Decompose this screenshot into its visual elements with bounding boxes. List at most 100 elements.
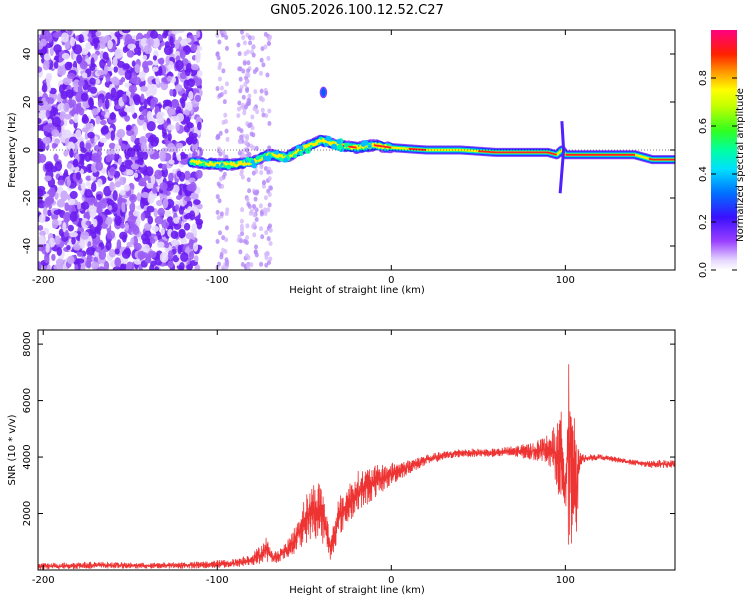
noise-blob bbox=[243, 51, 248, 57]
noise-blob bbox=[177, 244, 182, 255]
noise-blob bbox=[74, 264, 79, 270]
noise-blob bbox=[54, 161, 63, 172]
noise-blob bbox=[132, 235, 139, 247]
noise-blob bbox=[67, 224, 74, 232]
noise-blob bbox=[261, 112, 266, 118]
noise-blob bbox=[244, 253, 249, 259]
noise-blob bbox=[237, 100, 242, 106]
noise-blob bbox=[245, 235, 250, 241]
noise-blob bbox=[54, 138, 61, 145]
noise-blob bbox=[249, 208, 254, 214]
noise-blob bbox=[215, 194, 220, 200]
noise-blob bbox=[114, 143, 120, 155]
noise-blob bbox=[167, 260, 174, 269]
noise-blob bbox=[221, 235, 226, 241]
noise-blob bbox=[196, 203, 203, 210]
noise-blob bbox=[181, 93, 188, 102]
noise-blob bbox=[43, 60, 50, 66]
noise-blob bbox=[188, 177, 196, 184]
noise-blob bbox=[38, 66, 43, 73]
noise-blob bbox=[264, 230, 269, 236]
noise-blob bbox=[85, 247, 95, 257]
noise-blob bbox=[61, 52, 70, 60]
ridge-blob bbox=[201, 162, 206, 167]
noise-blob bbox=[268, 34, 273, 40]
noise-blob bbox=[217, 261, 222, 267]
noise-blob bbox=[110, 87, 117, 98]
noise-blob bbox=[190, 43, 198, 52]
noise-blob bbox=[142, 54, 148, 61]
noise-blob bbox=[69, 148, 74, 158]
noise-blob bbox=[154, 215, 164, 225]
noise-blob bbox=[141, 243, 150, 253]
noise-blob bbox=[251, 44, 256, 50]
noise-blob bbox=[163, 210, 172, 218]
noise-blob bbox=[116, 131, 123, 138]
y-tick-label: 4000 bbox=[22, 444, 33, 469]
noise-blob bbox=[248, 40, 253, 46]
noise-blob bbox=[122, 46, 128, 53]
noise-blob bbox=[124, 115, 131, 122]
x-tick-label: 100 bbox=[556, 575, 575, 586]
noise-blob bbox=[189, 210, 196, 221]
noise-blob bbox=[261, 183, 266, 189]
noise-blob bbox=[267, 192, 272, 198]
noise-blob bbox=[76, 54, 83, 64]
noise-blob bbox=[129, 193, 137, 203]
noise-blob bbox=[103, 185, 112, 197]
noise-blob bbox=[224, 265, 229, 270]
noise-blob bbox=[109, 112, 117, 120]
noise-blob bbox=[114, 215, 122, 226]
noise-blob bbox=[224, 237, 229, 243]
noise-blob bbox=[38, 111, 46, 119]
noise-blob bbox=[266, 236, 271, 242]
noise-blob bbox=[78, 107, 85, 116]
noise-blob bbox=[124, 222, 130, 231]
noise-blob bbox=[149, 238, 156, 244]
noise-blob bbox=[218, 61, 223, 67]
noise-blob bbox=[130, 134, 136, 143]
noise-blob bbox=[108, 142, 116, 150]
noise-blob bbox=[100, 167, 107, 174]
noise-blob bbox=[223, 249, 228, 255]
noise-blob bbox=[100, 110, 106, 116]
noise-blob bbox=[39, 230, 46, 237]
noise-blob bbox=[64, 202, 70, 212]
noise-blob bbox=[180, 39, 188, 47]
noise-blob bbox=[266, 41, 271, 47]
noise-blob bbox=[254, 145, 259, 151]
noise-blob bbox=[223, 89, 228, 95]
noise-blob bbox=[220, 183, 225, 189]
noise-blob bbox=[89, 77, 97, 85]
noise-blob bbox=[265, 72, 270, 78]
noise-blob bbox=[54, 235, 61, 245]
noise-blob bbox=[130, 104, 135, 115]
noise-blob bbox=[218, 230, 223, 236]
snr-panel: -200 -100 0 100 2000 4000 6000 8000 Height of … bbox=[7, 329, 676, 596]
noise-blob bbox=[67, 30, 73, 36]
noise-blob bbox=[223, 112, 228, 118]
noise-blob bbox=[73, 113, 79, 124]
noise-blob bbox=[96, 193, 102, 201]
noise-blob bbox=[254, 217, 259, 223]
noise-blob bbox=[142, 169, 148, 176]
noise-blob bbox=[134, 63, 141, 74]
noise-blob bbox=[148, 250, 157, 259]
x-tick-label: -200 bbox=[32, 275, 55, 286]
noise-blob bbox=[52, 116, 61, 128]
y-tick-label: -40 bbox=[22, 238, 33, 254]
noise-blob bbox=[69, 211, 78, 223]
noise-blob bbox=[264, 262, 269, 268]
noise-blob bbox=[161, 163, 167, 171]
noise-blob bbox=[88, 96, 94, 107]
noise-blob bbox=[191, 223, 198, 231]
ridge-blob bbox=[336, 145, 343, 151]
noise-blob bbox=[217, 198, 222, 204]
noise-blob bbox=[124, 106, 132, 113]
noise-blob bbox=[250, 114, 255, 120]
colorbar: 0.0 0.2 0.4 0.6 0.8 Normalized spectral ampl… bbox=[698, 30, 746, 278]
noise-blob bbox=[107, 204, 113, 211]
noise-blob bbox=[236, 113, 241, 119]
noise-blob bbox=[114, 48, 124, 59]
noise-blob bbox=[146, 205, 155, 213]
